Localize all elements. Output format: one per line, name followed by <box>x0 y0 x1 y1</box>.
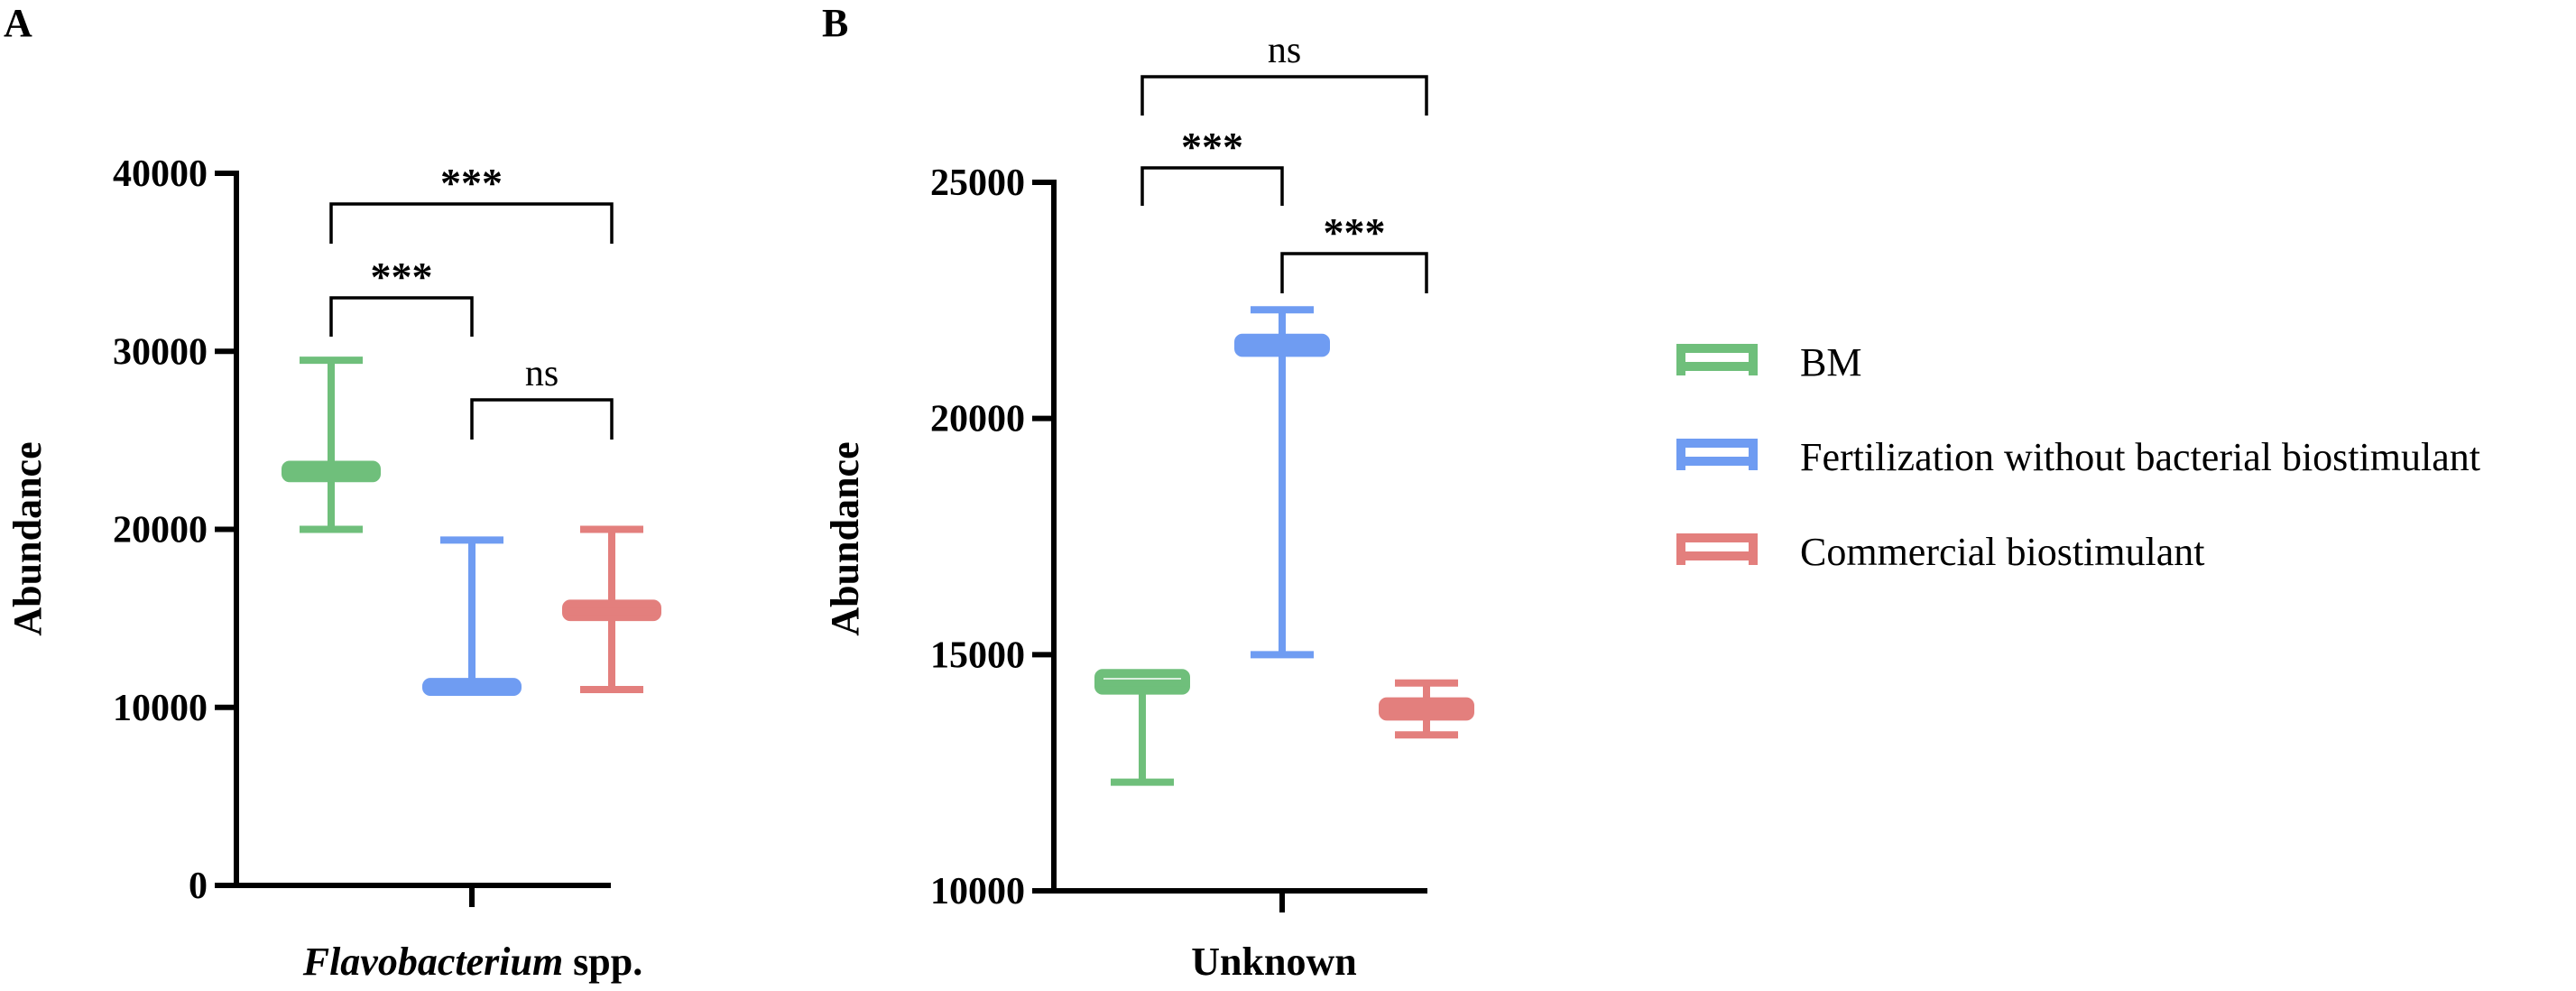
panel-b-box-bm <box>1094 669 1190 786</box>
significance-label: *** <box>1181 124 1243 170</box>
legend-label-bm: BM <box>1800 340 1861 384</box>
panel-a-box-bm <box>282 357 381 533</box>
panel-b-y-tick-label: 15000 <box>930 634 1025 676</box>
panel-b-y-tick-label: 25000 <box>930 162 1025 204</box>
bracket-line <box>329 296 474 337</box>
legend-item-bm: BM <box>1676 340 1861 384</box>
bracket-line <box>329 202 614 244</box>
panel-b: B Abundance Unknown 10000 15000 20000 25000… <box>822 1 1474 984</box>
significance-label: ns <box>525 353 559 394</box>
panel-b-ylabel: Abundance <box>823 441 867 635</box>
panel-a-xlabel-rest: spp. <box>563 940 642 984</box>
bracket-line <box>1140 166 1284 206</box>
panel-b-y-tick-label: 10000 <box>930 871 1025 912</box>
panel-b-box-commercial <box>1379 679 1474 739</box>
panel-b-significance-bracket: *** <box>1140 124 1284 206</box>
significance-label: *** <box>440 160 503 206</box>
legend-label-commercial: Commercial biostimulant <box>1800 530 2205 574</box>
panel-a-y-tick-label: 40000 <box>113 153 208 195</box>
significance-label: ns <box>1268 30 1301 71</box>
panel-a-box-commercial <box>562 525 661 694</box>
panel-a-xlabel: Flavobacterium spp. <box>302 940 643 984</box>
panel-a-ylabel: Abundance <box>5 441 50 635</box>
legend-swatch-commercial <box>1676 533 1758 565</box>
panel-b-label: B <box>822 1 848 45</box>
legend-swatch-bm <box>1676 344 1758 375</box>
legend-item-fertilization: Fertilization without bacterial biostimu… <box>1676 435 2480 479</box>
legend-label-fertilization: Fertilization without bacterial biostimu… <box>1800 435 2480 479</box>
panel-a-y-tick-label: 10000 <box>113 688 208 729</box>
panel-a-significance-bracket: *** <box>329 160 614 244</box>
panel-b-significance-bracket: *** <box>1280 209 1428 293</box>
bracket-line <box>470 398 614 440</box>
panel-b-box-fertilization <box>1234 306 1330 659</box>
panel-a-label: A <box>4 1 32 45</box>
bracket-line <box>1140 75 1428 116</box>
panel-b-significance-bracket: ns <box>1140 30 1428 116</box>
significance-label: *** <box>1324 209 1386 255</box>
panel-a-box-fertilization <box>422 536 522 696</box>
panel-a-plot: 0 10000 20000 30000 40000 *** ns *** <box>113 153 661 907</box>
panel-b-plot: 10000 15000 20000 25000 *** *** ns <box>930 30 1474 912</box>
panel-a-y-tick-label: 20000 <box>113 510 208 551</box>
panel-b-y-tick-label: 20000 <box>930 399 1025 440</box>
panel-a: A Abundance Flavobacterium spp. 0 10000 20… <box>4 1 661 984</box>
significance-label: *** <box>371 254 433 300</box>
legend-item-commercial: Commercial biostimulant <box>1676 530 2205 574</box>
panel-a-significance-bracket: *** <box>329 254 474 337</box>
legend: BM Fertilization without bacterial biost… <box>1676 340 2480 574</box>
panel-a-y-tick-label: 0 <box>189 866 208 907</box>
panel-a-significance-bracket: ns <box>470 353 614 440</box>
bracket-line <box>1280 252 1428 293</box>
panel-a-y-tick-label: 30000 <box>113 331 208 373</box>
panel-b-xlabel: Unknown <box>1191 940 1356 984</box>
legend-swatch-fertilization <box>1676 439 1758 470</box>
panel-a-xlabel-italic: Flavobacterium <box>302 940 563 984</box>
